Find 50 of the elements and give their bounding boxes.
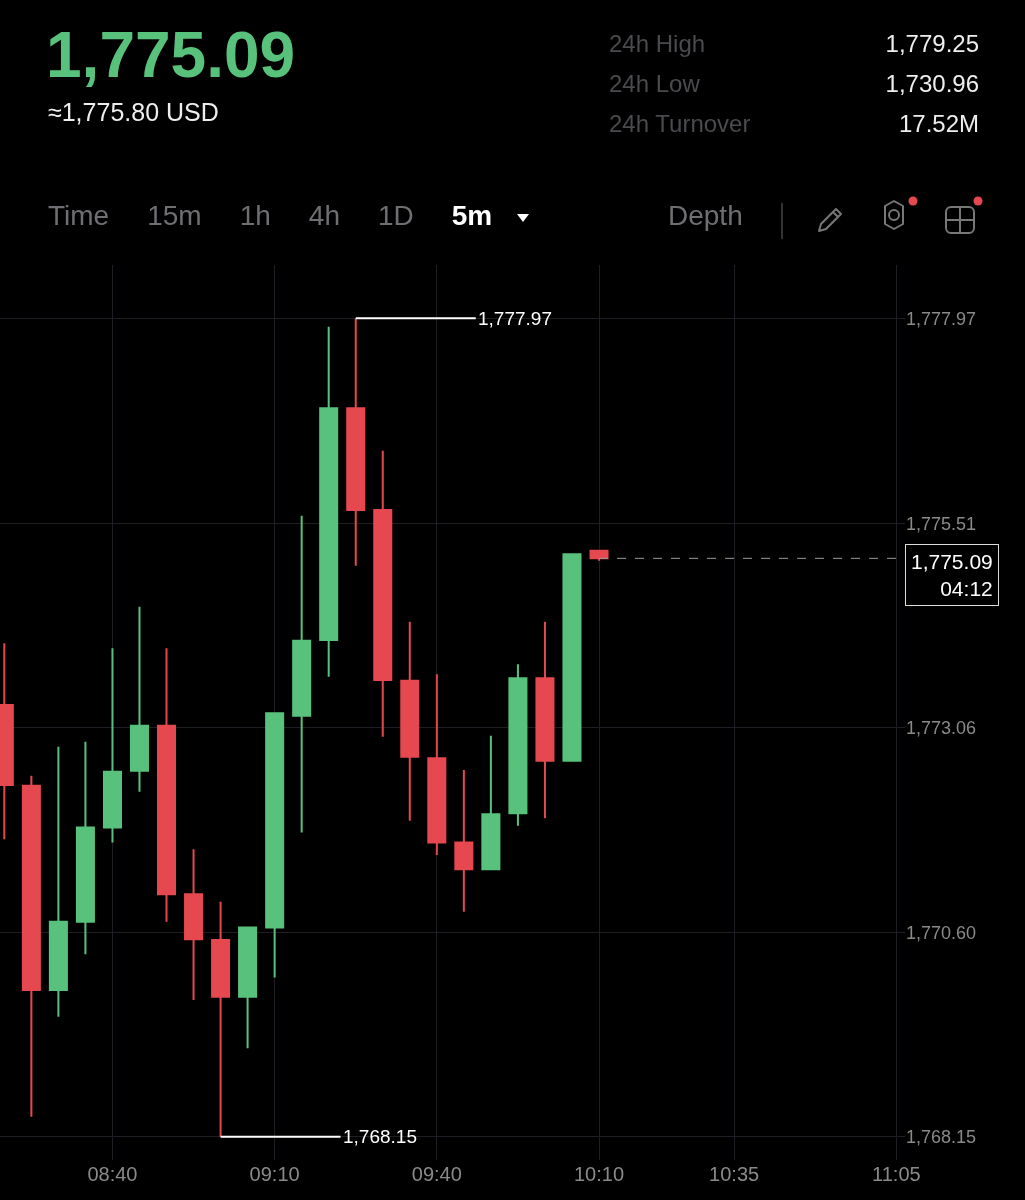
candlestick: [400, 620, 420, 822]
candlestick: [562, 553, 582, 762]
candlestick: [346, 317, 366, 567]
x-tick-label: 10:35: [709, 1163, 760, 1185]
x-tick-label: 08:40: [87, 1163, 138, 1185]
candlestick: [48, 745, 68, 1018]
candlestick: [373, 449, 393, 738]
x-tick-label: 10:10: [573, 1163, 625, 1185]
candlestick: [427, 673, 447, 856]
annotation: 1,777.97: [478, 308, 552, 329]
text: 1,779.25: [885, 29, 979, 59]
text: 17.52M: [898, 109, 979, 139]
annotation: 1,768.15: [343, 1126, 417, 1147]
x-tick-label: 11:05: [872, 1163, 921, 1185]
candlestick: [508, 663, 528, 827]
text: 5m: [451, 200, 493, 232]
candlestick: [102, 647, 122, 844]
text: 24h Low: [609, 69, 700, 99]
y-tick-label: 1,770.60: [906, 922, 977, 943]
chart-title: 1,775.09: [46, 18, 296, 92]
chart-subtitle: ≈1,775.80 USD: [48, 98, 219, 127]
y-tick-label: 1,768.15: [906, 1126, 977, 1147]
x-tick-label: 09:40: [411, 1163, 462, 1185]
text: Depth: [668, 200, 743, 231]
y-tick-label: 1,773.06: [906, 717, 977, 738]
text: 24h High: [609, 29, 706, 59]
text: 15m: [147, 200, 202, 232]
text: 4h: [308, 200, 340, 232]
candlestick: [238, 926, 258, 1050]
candlestick: [211, 900, 231, 1138]
ref-line-label: 1,775.09 04:12: [911, 550, 993, 601]
candlestick: [454, 769, 474, 913]
candlestick: [184, 848, 204, 1001]
candlestick: [75, 740, 95, 956]
candlestick: [156, 647, 177, 923]
candlestick: [292, 514, 312, 834]
candlestick: [129, 605, 149, 793]
text: 1h: [239, 200, 271, 232]
candlestick: [21, 774, 41, 1118]
text: Time: [48, 200, 110, 232]
text: 1D: [377, 200, 414, 232]
candlestick: [481, 734, 501, 871]
text: 24h Turnover: [609, 109, 751, 139]
candlestick: [265, 712, 285, 979]
candlestick: [535, 620, 555, 820]
y-tick-label: 1,777.97: [906, 308, 977, 329]
x-tick-label: 09:10: [249, 1163, 300, 1185]
text: 1,730.96: [885, 69, 979, 99]
candlestick: [319, 325, 339, 678]
y-tick-label: 1,775.51: [906, 513, 977, 534]
